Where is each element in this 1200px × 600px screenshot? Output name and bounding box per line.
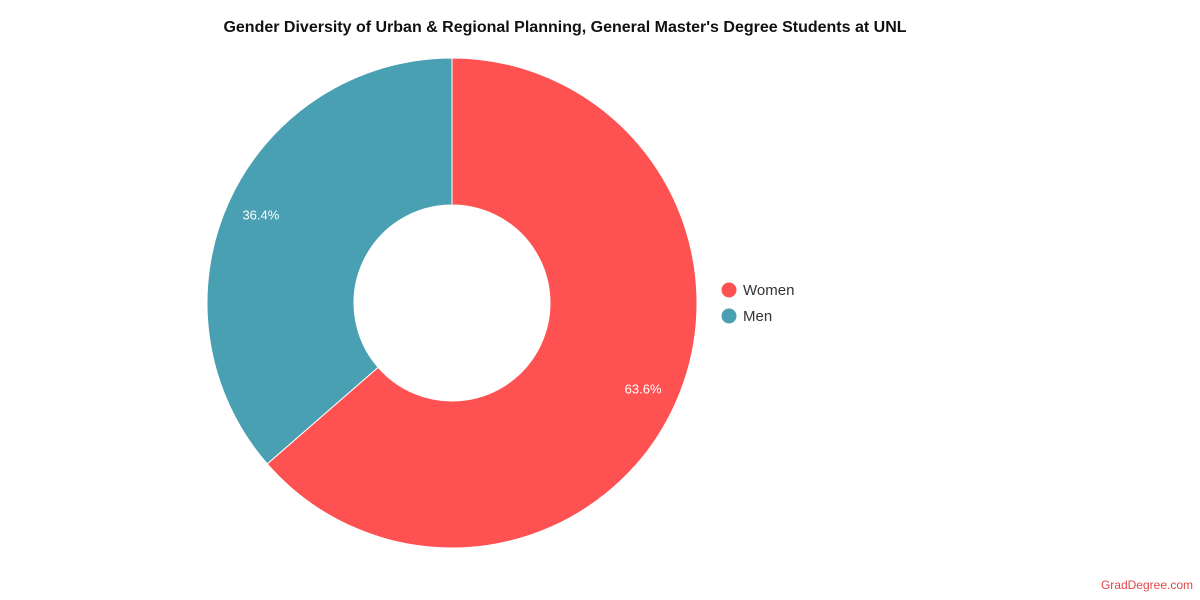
chart-title: Gender Diversity of Urban & Regional Pla… xyxy=(223,19,906,36)
legend-label: Men xyxy=(743,308,772,325)
slice xyxy=(206,57,453,465)
source: GradDegree.com xyxy=(1101,578,1193,592)
slice xyxy=(266,57,698,549)
data-label: 63.6% xyxy=(625,381,662,396)
legend-label: Women xyxy=(743,282,794,299)
legend-marker xyxy=(721,282,737,298)
data-label: 36.4% xyxy=(242,207,279,222)
legend-marker xyxy=(721,308,737,324)
